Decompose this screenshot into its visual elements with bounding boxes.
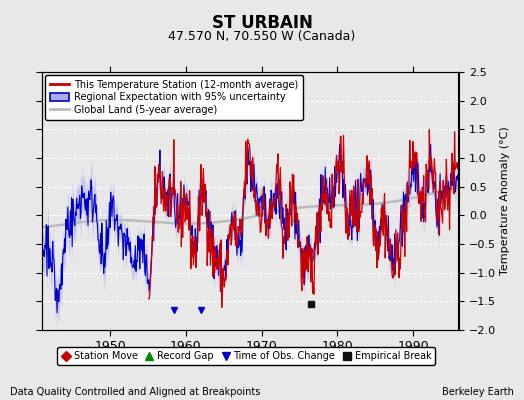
Legend: Station Move, Record Gap, Time of Obs. Change, Empirical Break: Station Move, Record Gap, Time of Obs. C… [57,347,435,365]
Text: Data Quality Controlled and Aligned at Breakpoints: Data Quality Controlled and Aligned at B… [10,387,261,397]
Text: 47.570 N, 70.550 W (Canada): 47.570 N, 70.550 W (Canada) [168,30,356,43]
Legend: This Temperature Station (12-month average), Regional Expectation with 95% uncer: This Temperature Station (12-month avera… [45,75,303,120]
Text: Berkeley Earth: Berkeley Earth [442,387,514,397]
Text: ST URBAIN: ST URBAIN [212,14,312,32]
Y-axis label: Temperature Anomaly (°C): Temperature Anomaly (°C) [500,127,510,275]
